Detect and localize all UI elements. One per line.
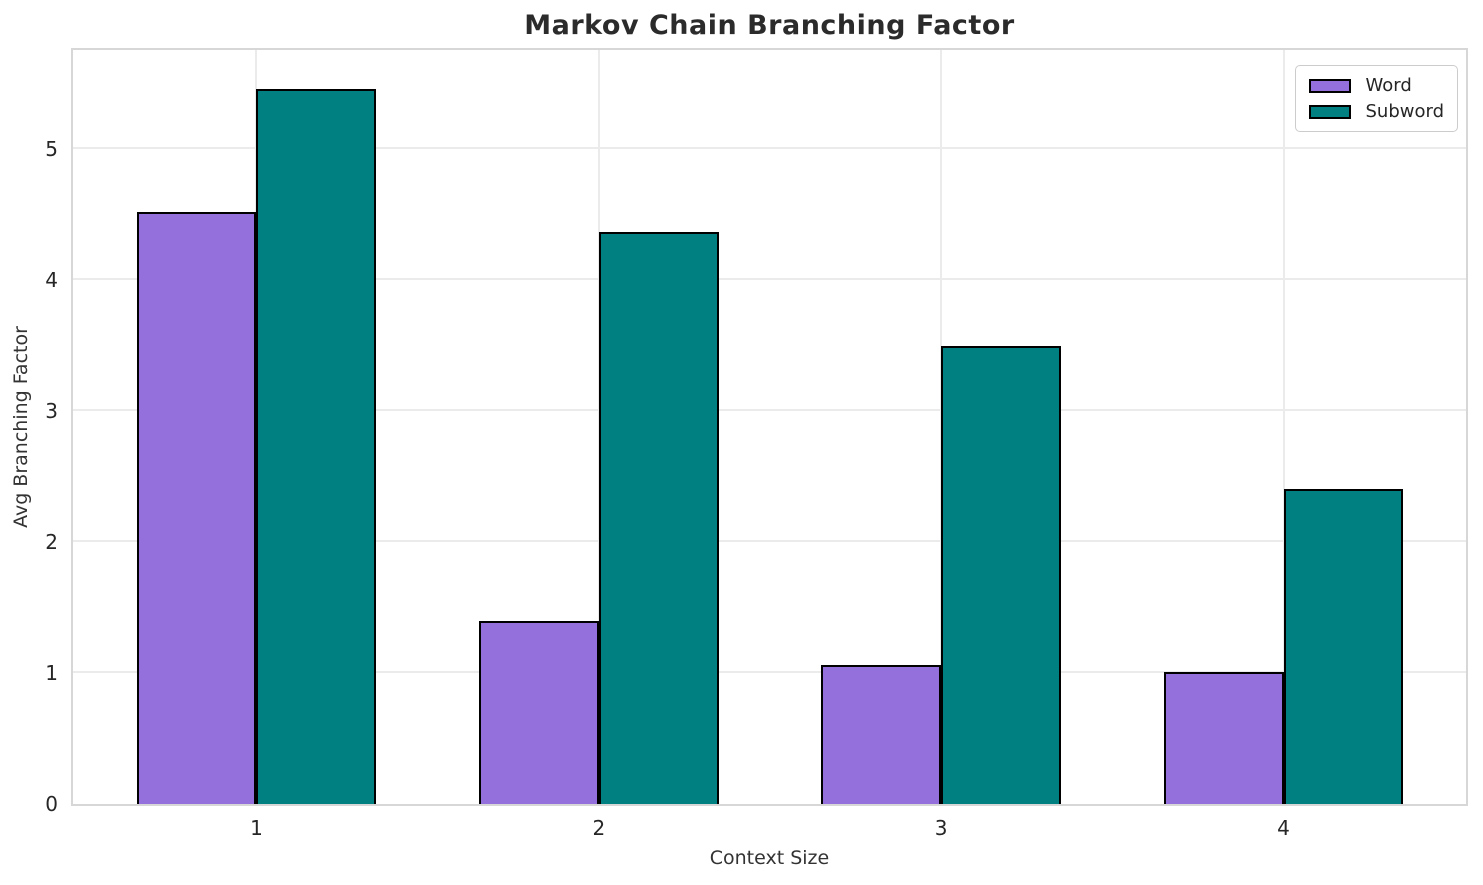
bar-word-context-2	[479, 620, 599, 804]
chart-title: Markov Chain Branching Factor	[524, 10, 1015, 41]
legend-swatch-word	[1309, 78, 1352, 93]
bar-subword-context-2	[598, 231, 719, 804]
gridline-horizontal	[73, 409, 1466, 412]
gridline-horizontal	[73, 671, 1466, 674]
x-tick-label: 3	[934, 816, 948, 840]
gridline-vertical	[1282, 50, 1285, 804]
y-tick-label: 5	[45, 137, 58, 162]
y-tick-label: 3	[45, 399, 58, 424]
bar-word-context-4	[1163, 671, 1284, 804]
x-tick-labels: 1 2 3 4	[73, 814, 1466, 844]
bar-word-context-3	[821, 665, 942, 804]
bar-subword-context-3	[941, 345, 1061, 804]
gridline-horizontal	[73, 540, 1466, 543]
y-tick-label: 1	[45, 661, 58, 686]
legend-label-subword: Subword	[1365, 101, 1444, 122]
gridline-horizontal	[73, 278, 1466, 281]
legend-item-word: Word	[1309, 75, 1444, 96]
legend-item-subword: Subword	[1309, 101, 1444, 122]
y-tick-label: 0	[45, 792, 58, 816]
legend-label-word: Word	[1365, 75, 1412, 96]
y-tick-labels: 0 1 2 3 4 5	[0, 50, 62, 816]
bar-subword-context-1	[256, 89, 377, 804]
gridline-horizontal	[73, 147, 1466, 150]
x-tick-label: 2	[592, 816, 606, 840]
y-tick-label: 4	[45, 268, 58, 293]
x-tick-label: 4	[1277, 816, 1290, 840]
x-tick-label: 1	[250, 816, 263, 840]
bar-subword-context-4	[1283, 488, 1404, 804]
bar-word-context-1	[136, 212, 257, 804]
x-axis-label: Context Size	[709, 847, 830, 869]
plot-area: Word Subword	[71, 48, 1468, 806]
legend-swatch-subword	[1309, 104, 1352, 119]
legend: Word Subword	[1295, 65, 1458, 132]
y-tick-label: 2	[45, 530, 58, 555]
